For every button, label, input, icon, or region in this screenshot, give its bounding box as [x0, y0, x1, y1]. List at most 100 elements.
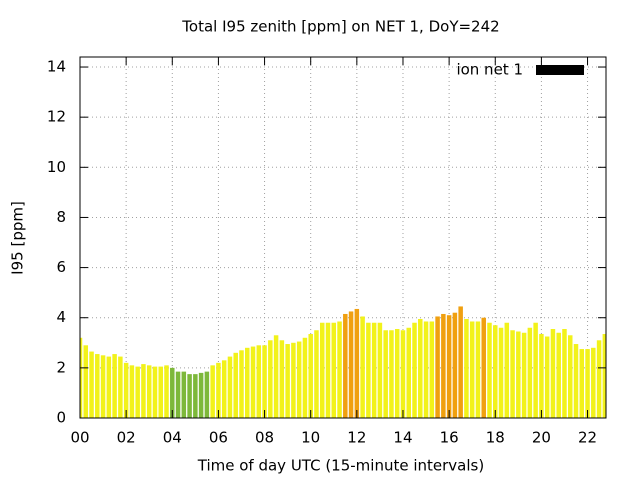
bar [521, 332, 527, 418]
bar [562, 329, 567, 418]
bar [175, 371, 181, 418]
plot-border [79, 56, 607, 419]
bar [366, 322, 371, 418]
bar [493, 325, 498, 418]
bar [291, 342, 296, 418]
y-tick-label: 4 [56, 308, 66, 326]
bar [256, 345, 262, 418]
bar [343, 313, 348, 418]
y-tick-label: 0 [56, 409, 66, 427]
bar [141, 364, 146, 418]
bar [360, 316, 365, 418]
bar [446, 315, 452, 418]
bar [498, 327, 504, 418]
bar [233, 352, 238, 418]
bar [89, 351, 94, 418]
bar [250, 346, 256, 418]
bar [527, 327, 533, 418]
bar [319, 322, 325, 418]
bar [412, 322, 417, 418]
bar [273, 335, 279, 418]
y-tick-label: 8 [56, 208, 66, 226]
bar [371, 322, 377, 418]
bar [406, 327, 411, 418]
bar [585, 349, 590, 418]
bar [216, 362, 221, 418]
y-tick-label: 2 [56, 358, 66, 376]
bar [377, 322, 383, 418]
bar [337, 321, 342, 418]
x-axis-label: Time of day UTC (15-minute intervals) [197, 457, 484, 475]
bar [129, 365, 135, 418]
legend-swatch [536, 65, 584, 75]
bar [544, 336, 550, 418]
y-tick-label: 6 [56, 258, 66, 276]
bar [181, 371, 187, 418]
bar [308, 334, 313, 418]
grid [79, 57, 606, 419]
x-tick-label: 02 [117, 429, 136, 447]
bar [418, 318, 423, 418]
bar [245, 347, 250, 418]
bar [591, 347, 596, 418]
x-tick-label: 16 [440, 429, 459, 447]
bar [118, 356, 123, 418]
x-tick-label: 14 [393, 429, 412, 447]
bar [262, 345, 267, 418]
x-tick-label: 04 [163, 429, 182, 447]
bar [83, 345, 89, 418]
bar [80, 337, 83, 418]
bar [146, 365, 152, 418]
bar [100, 355, 106, 418]
bar [435, 316, 440, 418]
x-tick-label: 08 [255, 429, 274, 447]
y-tick-label: 12 [47, 108, 66, 126]
bar [556, 332, 561, 418]
legend: ion net 1 [456, 61, 584, 79]
x-tick-label: 12 [347, 429, 366, 447]
bar [193, 374, 198, 418]
bar [325, 322, 331, 418]
bar [135, 366, 140, 418]
bar [596, 340, 602, 418]
bar [268, 340, 273, 418]
bar [106, 356, 112, 418]
bar [198, 372, 204, 418]
bars [80, 306, 606, 418]
bar [221, 360, 227, 418]
bar [123, 362, 129, 418]
y-axis-label: I95 [ppm] [9, 201, 27, 275]
x-tick-label: 10 [301, 429, 320, 447]
chart-title: Total I95 zenith [ppm] on NET 1, DoY=242 [181, 18, 499, 36]
bar [533, 322, 538, 418]
bar [452, 312, 458, 418]
bar [279, 340, 285, 418]
bar [285, 344, 290, 418]
bar [602, 334, 606, 418]
bar [550, 329, 556, 418]
bar [95, 354, 100, 418]
bar [152, 366, 158, 418]
bar [475, 321, 481, 418]
bar [383, 330, 388, 418]
bar [314, 330, 319, 418]
y-tick-label: 14 [47, 58, 66, 76]
bar [567, 335, 573, 418]
bar [210, 365, 215, 418]
bar [510, 330, 515, 418]
x-tick-label: 00 [70, 429, 89, 447]
bar [539, 334, 544, 418]
x-tick-label: 06 [209, 429, 228, 447]
bar [400, 330, 406, 418]
bar [239, 350, 244, 418]
bar [573, 344, 579, 418]
bar [458, 306, 463, 418]
bar [487, 322, 492, 418]
bar [187, 374, 192, 418]
bar [164, 365, 169, 418]
bar [464, 318, 469, 418]
bar [389, 330, 394, 418]
bar [394, 329, 400, 418]
